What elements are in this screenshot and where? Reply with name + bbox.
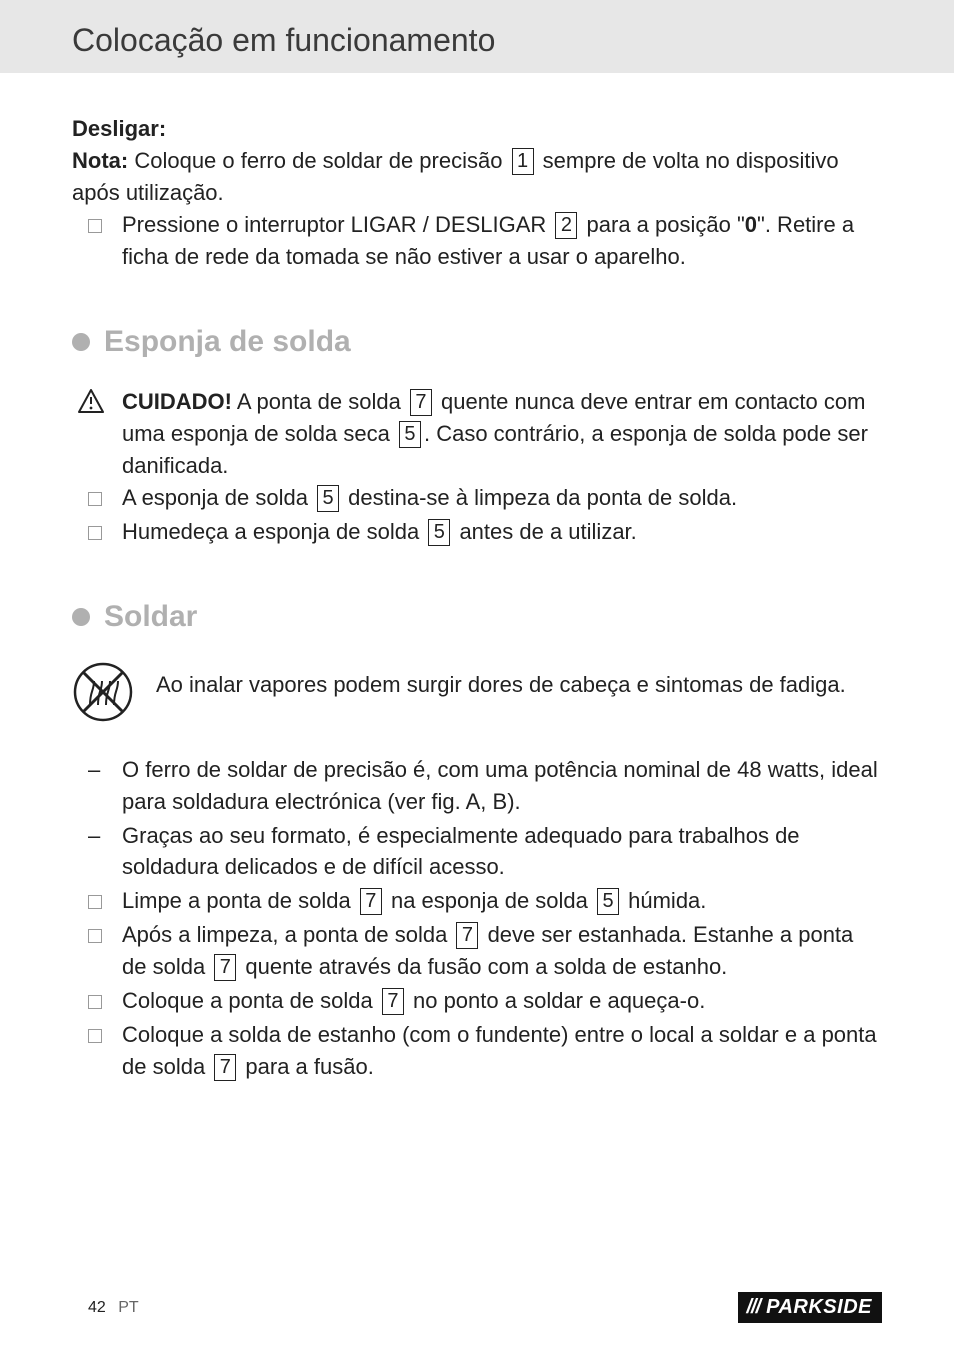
page-content: Desligar: Nota: Coloque o ferro de solda… (0, 73, 954, 1083)
esponja-list: A esponja de solda 5 destina-se à limpez… (72, 482, 882, 548)
list-item: Após a limpeza, a ponta de solda 7 deve … (122, 919, 882, 983)
fumes-warning-block: Ao inalar vapores podem surgir dores de … (72, 661, 882, 732)
list-item: Coloque a ponta de solda 7 no ponto a so… (122, 985, 882, 1017)
desligar-heading-text: Desligar: (72, 116, 166, 141)
cuidado-label: CUIDADO! (122, 389, 232, 414)
no-fumes-icon (72, 661, 134, 732)
section-soldar-heading: Soldar (72, 595, 882, 639)
list-item: Humedeça a esponja de solda 5 antes de a… (122, 516, 882, 548)
li-post: antes de a utilizar. (453, 519, 636, 544)
boxed-ref-5c: 5 (428, 519, 450, 546)
list-item: Pressione o interruptor LIGAR / DESLIGAR… (122, 209, 882, 273)
desligar-heading: Desligar: (72, 113, 882, 145)
boxed-ref-7e: 7 (382, 988, 404, 1015)
boxed-ref-7: 7 (410, 389, 432, 416)
brand-name: PARKSIDE (766, 1296, 872, 1319)
li-text: Graças ao seu formato, é especialmente a… (122, 823, 800, 880)
li-mid: na esponja de solda (385, 888, 594, 913)
page-number: 42 (88, 1299, 106, 1316)
li-post: para a fusão. (239, 1054, 374, 1079)
page-footer: 42 PT /// PARKSIDE (0, 1292, 954, 1323)
list-item: Graças ao seu formato, é especialmente a… (122, 820, 882, 884)
list-item: Limpe a ponta de solda 7 na esponja de s… (122, 885, 882, 917)
esponja-heading-text: Esponja de solda (104, 320, 351, 364)
boxed-ref-5b: 5 (317, 485, 339, 512)
nota-pre: Coloque o ferro de soldar de precisão (128, 148, 508, 173)
li-pre: A esponja de solda (122, 485, 314, 510)
li-post: no ponto a soldar e aqueça-o. (407, 988, 705, 1013)
brand-badge: /// PARKSIDE (738, 1292, 882, 1323)
list-item: Coloque a solda de estanho (com o funden… (122, 1019, 882, 1083)
boxed-ref-7c: 7 (456, 922, 478, 949)
boxed-ref-5: 5 (399, 421, 421, 448)
brand-slashes-icon: /// (746, 1296, 760, 1319)
desligar-list: Pressione o interruptor LIGAR / DESLIGAR… (72, 209, 882, 273)
cuidado-block: CUIDADO! A ponta de solda 7 quente nunca… (72, 386, 882, 482)
boxed-ref-7d: 7 (214, 954, 236, 981)
cuidado-paragraph: CUIDADO! A ponta de solda 7 quente nunca… (122, 386, 882, 482)
boxed-ref-7b: 7 (360, 888, 382, 915)
soldar-dash-list: O ferro de soldar de precisão é, com uma… (72, 754, 882, 884)
li-text-mid: para a posição " (580, 212, 744, 237)
boxed-ref-5d: 5 (597, 888, 619, 915)
boxed-ref-2: 2 (555, 212, 577, 239)
lang-code: PT (118, 1299, 138, 1316)
li-pre: Humedeça a esponja de solda (122, 519, 425, 544)
soldar-square-list: Limpe a ponta de solda 7 na esponja de s… (72, 885, 882, 1082)
li-pre: Coloque a ponta de solda (122, 988, 379, 1013)
header-bar: Colocação em funcionamento (0, 0, 954, 73)
nota-paragraph: Nota: Coloque o ferro de soldar de preci… (72, 145, 882, 209)
li-text-pre: Pressione o interruptor LIGAR / DESLIGAR (122, 212, 552, 237)
li-post: húmida. (622, 888, 706, 913)
list-item: A esponja de solda 5 destina-se à limpez… (122, 482, 882, 514)
boxed-ref-7f: 7 (214, 1054, 236, 1081)
boxed-ref-1: 1 (512, 148, 534, 175)
nota-label: Nota: (72, 148, 128, 173)
li-post: destina-se à limpeza da ponta de solda. (342, 485, 737, 510)
list-item: O ferro de soldar de precisão é, com uma… (122, 754, 882, 818)
li-pre: Após a limpeza, a ponta de solda (122, 922, 453, 947)
bullet-dot-icon (72, 333, 90, 351)
li-pre: Limpe a ponta de solda (122, 888, 357, 913)
li-text: O ferro de soldar de precisão é, com uma… (122, 757, 878, 814)
li-post: quente através da fusão com a solda de e… (239, 954, 727, 979)
page-number-block: 42 PT (88, 1299, 139, 1317)
fumes-warning-text: Ao inalar vapores podem surgir dores de … (156, 661, 882, 701)
zero-bold: 0 (745, 212, 757, 237)
header-title: Colocação em funcionamento (72, 22, 495, 58)
section-esponja-heading: Esponja de solda (72, 320, 882, 364)
cuidado-pre: A ponta de solda (232, 389, 407, 414)
warning-triangle-icon (78, 388, 110, 420)
bullet-dot-icon (72, 608, 90, 626)
soldar-heading-text: Soldar (104, 595, 197, 639)
